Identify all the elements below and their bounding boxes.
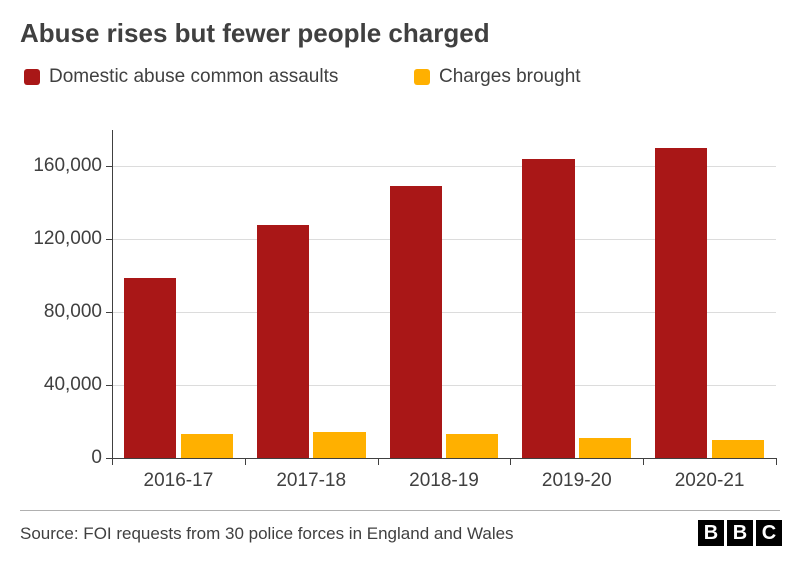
- bbc-logo: BBC: [698, 520, 782, 546]
- bar: [181, 434, 233, 458]
- x-tick-label: 2017-18: [245, 470, 378, 492]
- x-tick-label: 2020-21: [643, 470, 776, 492]
- legend-swatch: [414, 69, 430, 85]
- bbc-block: C: [756, 520, 782, 546]
- legend-item: Domestic abuse common assaults: [24, 66, 338, 88]
- x-tick: [112, 458, 113, 465]
- x-tick: [776, 458, 777, 465]
- bar: [390, 186, 442, 458]
- source-text: Source: FOI requests from 30 police forc…: [20, 524, 514, 544]
- bar: [712, 440, 764, 458]
- bar: [579, 438, 631, 458]
- y-tick-label: 0: [91, 447, 102, 469]
- y-tick-label: 120,000: [33, 228, 102, 250]
- x-tick-label: 2016-17: [112, 470, 245, 492]
- x-tick: [245, 458, 246, 465]
- footer-rule: [20, 510, 780, 511]
- legend-swatch: [24, 69, 40, 85]
- bar: [522, 159, 574, 458]
- y-axis-line: [112, 130, 113, 458]
- legend-item: Charges brought: [414, 66, 581, 88]
- x-axis-line: [112, 458, 776, 459]
- bar: [446, 434, 498, 458]
- bar: [655, 148, 707, 458]
- x-tick: [510, 458, 511, 465]
- x-tick-label: 2018-19: [378, 470, 511, 492]
- legend-label: Domestic abuse common assaults: [49, 66, 338, 88]
- bar: [257, 225, 309, 458]
- y-tick-label: 40,000: [44, 374, 102, 396]
- bar: [313, 432, 365, 458]
- x-tick-label: 2019-20: [510, 470, 643, 492]
- x-tick: [643, 458, 644, 465]
- y-tick-label: 160,000: [33, 155, 102, 177]
- y-tick-label: 80,000: [44, 301, 102, 323]
- bbc-block: B: [698, 520, 724, 546]
- bar: [124, 278, 176, 458]
- legend-label: Charges brought: [439, 66, 581, 88]
- chart-title: Abuse rises but fewer people charged: [20, 18, 490, 49]
- bbc-block: B: [727, 520, 753, 546]
- x-tick: [378, 458, 379, 465]
